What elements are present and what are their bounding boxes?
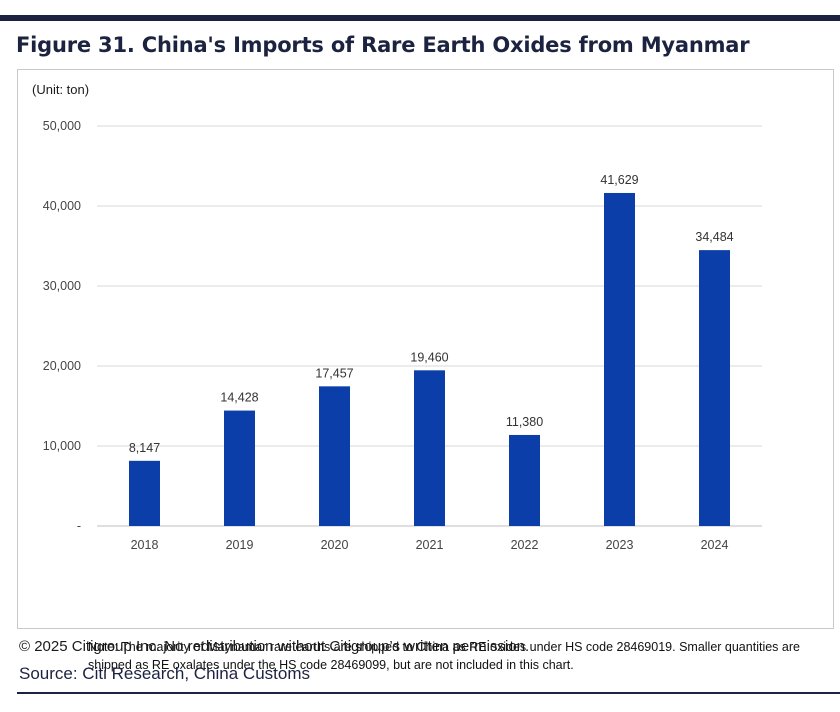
bar-chart: (Unit: ton) - 10,000 20,000 30,000 40,000 50,… [32,82,762,552]
y-axis-ticks: - 10,000 20,000 30,000 40,000 50,000 [43,119,81,533]
y-tick-label: 10,000 [43,439,81,453]
data-label: 34,484 [695,230,733,244]
copyright-text: © 2025 Citigroup Inc. No redistribution … [19,638,530,655]
x-tick-label: 2020 [321,538,349,552]
y-tick-label: - [77,519,81,533]
data-label: 11,380 [506,415,543,429]
data-label: 19,460 [410,350,448,364]
y-tick-label: 30,000 [43,279,81,293]
bar-2024 [699,250,730,527]
x-axis-ticks: 2018 2019 2020 2021 2022 2023 2024 [131,538,729,552]
top-rule [0,15,840,21]
data-label: 14,428 [220,391,258,405]
bars [129,192,730,527]
x-tick-label: 2024 [701,538,729,552]
bar-2023 [604,192,635,526]
source-text: Source: Citi Research, China Customs [19,664,311,683]
data-label: 41,629 [600,173,638,187]
chart-frame: (Unit: ton) - 10,000 20,000 30,000 40,000 50,… [17,69,834,672]
data-label: 17,457 [315,366,353,380]
x-tick-label: 2019 [226,538,254,552]
y-tick-label: 40,000 [43,199,81,213]
y-tick-label: 20,000 [43,359,81,373]
figure-title: Figure 31. China's Imports of Rare Earth… [16,33,750,57]
chart-note: Note: The majority of Maynamar rare eart… [88,640,800,672]
data-labels: 8,147 14,428 17,457 19,460 11,380 41,629 34,48… [129,173,734,455]
unit-label: (Unit: ton) [32,82,89,97]
y-tick-label: 50,000 [43,119,81,133]
gridlines [97,125,762,527]
x-tick-label: 2018 [131,538,159,552]
bar-2019 [224,410,255,526]
x-tick-label: 2022 [511,538,539,552]
data-label: 8,147 [129,441,160,455]
x-tick-label: 2021 [416,538,444,552]
bar-2020 [319,386,350,526]
bottom-rule [17,692,840,694]
bar-2022 [509,434,540,526]
bar-2021 [414,370,445,526]
bar-2018 [129,460,160,526]
x-tick-label: 2023 [606,538,634,552]
